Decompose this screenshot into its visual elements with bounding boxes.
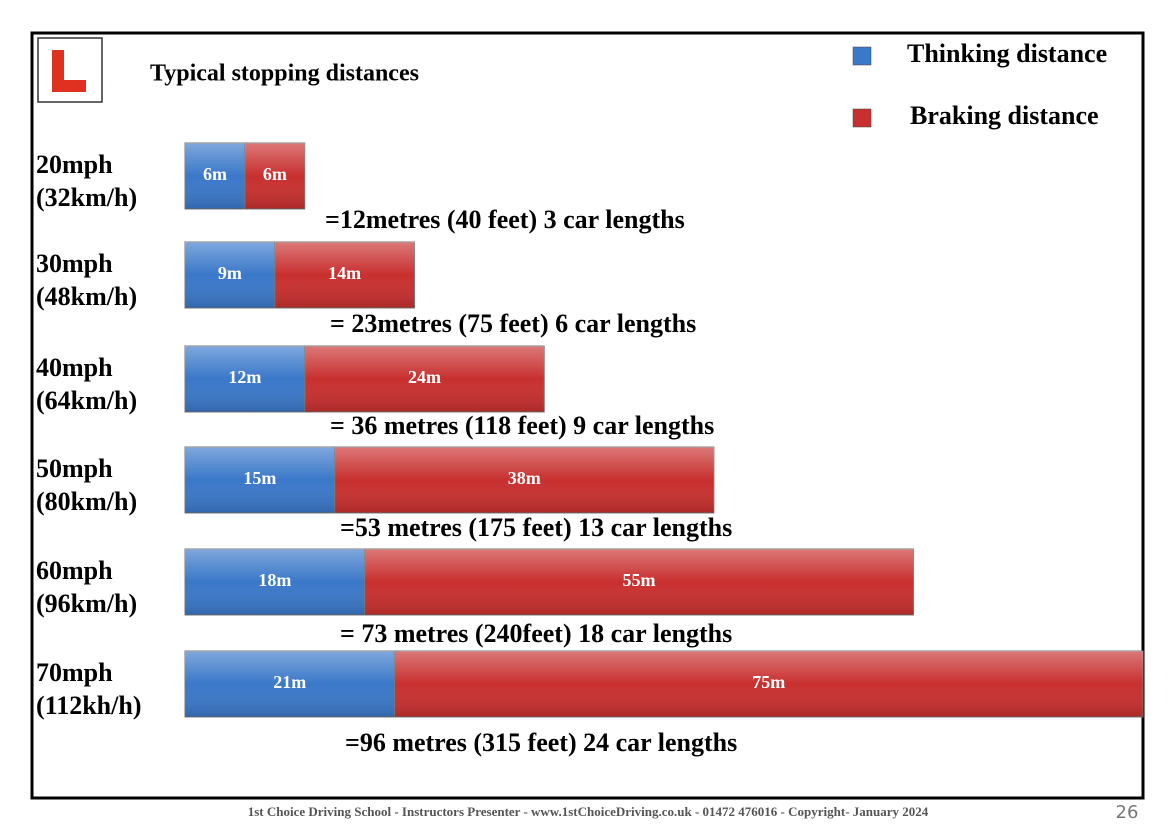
bar-shine xyxy=(394,651,1143,717)
total-label: = 73 metres (240feet) 18 car lengths xyxy=(340,619,732,648)
category-subtitle: (112kh/h) xyxy=(36,691,142,720)
category-label: 20mph xyxy=(36,150,113,179)
bar-shine xyxy=(244,143,305,209)
category-subtitle: (80km/h) xyxy=(36,487,137,516)
legend-swatch xyxy=(852,46,872,66)
bar-shine xyxy=(185,651,395,717)
total-label: = 23metres (75 feet) 6 car lengths xyxy=(330,309,696,338)
total-label: =96 metres (315 feet) 24 car lengths xyxy=(345,728,737,757)
chart-title: Typical stopping distances xyxy=(150,61,419,87)
category-subtitle: (64km/h) xyxy=(36,386,137,415)
category-subtitle: (32km/h) xyxy=(36,183,137,212)
category-label: 50mph xyxy=(36,454,113,483)
value-label: 6m xyxy=(203,164,227,184)
bar-shine xyxy=(364,549,914,615)
legend-label: Thinking distance xyxy=(907,39,1107,68)
category-label: 60mph xyxy=(36,556,113,585)
value-label: 14m xyxy=(328,263,361,283)
bar-shine xyxy=(185,242,275,308)
value-label: 12m xyxy=(228,367,261,387)
category-label: 30mph xyxy=(36,249,113,278)
bar-shine xyxy=(185,549,365,615)
bar-shine xyxy=(334,447,714,513)
value-label: 55m xyxy=(623,570,656,590)
total-label: =12metres (40 feet) 3 car lengths xyxy=(325,205,685,234)
logo xyxy=(37,37,103,103)
category-subtitle: (96km/h) xyxy=(36,589,137,618)
bar-shine xyxy=(185,143,245,209)
bar-shine xyxy=(185,346,305,412)
legend-swatch xyxy=(852,108,872,128)
value-label: 21m xyxy=(273,672,306,692)
bar-shine xyxy=(274,242,415,308)
bar-shine xyxy=(185,447,335,513)
total-label: =53 metres (175 feet) 13 car lengths xyxy=(340,513,732,542)
category-label: 70mph xyxy=(36,658,113,687)
category-subtitle: (48km/h) xyxy=(36,282,137,311)
value-label: 38m xyxy=(508,468,541,488)
value-label: 9m xyxy=(218,263,242,283)
total-label: = 36 metres (118 feet) 9 car lengths xyxy=(330,411,714,440)
value-label: 15m xyxy=(243,468,276,488)
category-label: 40mph xyxy=(36,353,113,382)
bar-shine xyxy=(304,346,545,412)
frame xyxy=(30,31,1145,800)
footer: 1st Choice Driving School - Instructors … xyxy=(248,804,929,819)
legend-label: Braking distance xyxy=(910,101,1099,130)
value-label: 24m xyxy=(408,367,441,387)
page-number: 26 xyxy=(1116,802,1139,823)
value-label: 75m xyxy=(752,672,785,692)
value-label: 18m xyxy=(258,570,291,590)
value-label: 6m xyxy=(263,164,287,184)
